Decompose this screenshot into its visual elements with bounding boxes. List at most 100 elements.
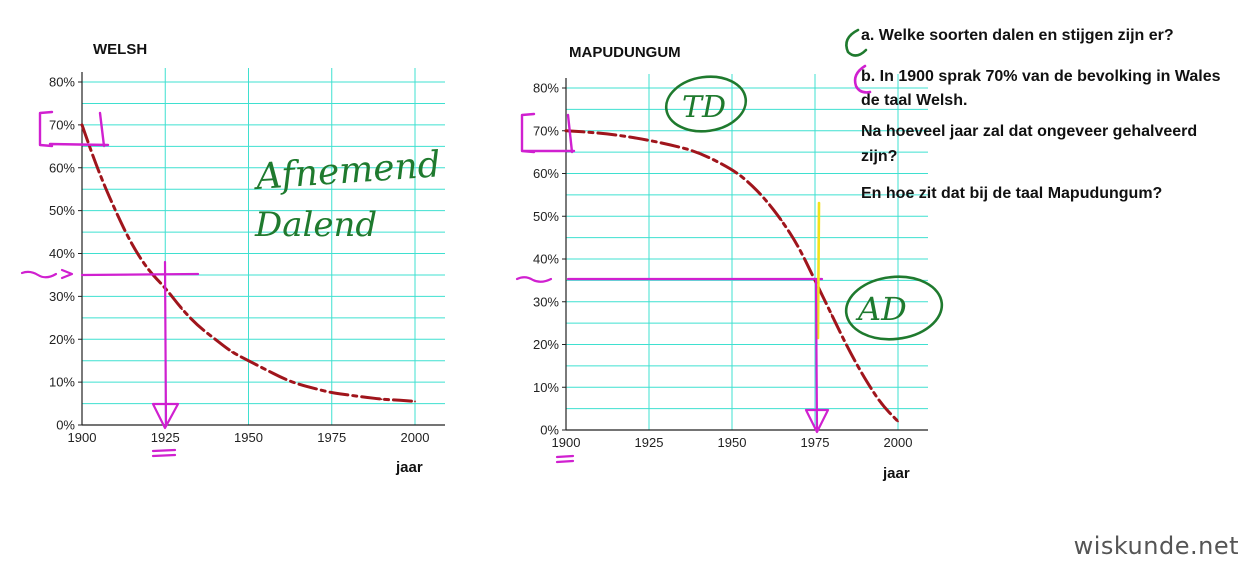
question-a-green-mark — [845, 28, 868, 57]
welsh-grid — [82, 68, 445, 425]
data-point — [880, 403, 883, 406]
mapudungum-annotations: TD AD — [515, 75, 944, 464]
welsh-half-horizontal-line — [80, 272, 200, 277]
y-tick-label: 20% — [533, 337, 559, 352]
welsh-note-afnemend: Afnemend — [252, 144, 442, 198]
data-point — [247, 359, 250, 362]
data-point — [81, 123, 83, 126]
data-point — [214, 338, 217, 341]
y-tick-label: 50% — [49, 203, 75, 218]
question-b-line-2: de taal Welsh. — [861, 92, 968, 109]
data-point — [397, 399, 400, 402]
x-tick-label: 1950 — [234, 430, 263, 445]
y-tick-label: 70% — [533, 123, 559, 138]
data-point — [364, 396, 366, 399]
x-tick-label: 1975 — [801, 435, 830, 450]
y-tick-label: 40% — [533, 252, 559, 267]
data-point — [598, 131, 601, 134]
data-point — [764, 198, 767, 201]
mapudungum-td-circle — [664, 75, 748, 133]
welsh-annotations: Afnemend Dalend — [20, 110, 442, 458]
data-point — [330, 391, 333, 394]
data-point — [114, 209, 117, 212]
data-point — [565, 129, 567, 132]
series-line — [80, 123, 417, 403]
data-point — [97, 171, 100, 173]
x-tick-label: 1900 — [68, 430, 97, 445]
welsh-1925-vertical-arrow — [151, 260, 180, 430]
y-tick-label: 80% — [49, 75, 75, 90]
y-tick-label: 30% — [49, 289, 75, 304]
question-b-magenta-mark — [853, 64, 872, 94]
x-tick-label: 1900 — [552, 435, 581, 450]
question-b-line-4: zijn? — [861, 148, 898, 165]
mapudungum-note-td: TD — [682, 90, 726, 125]
y-tick-label: 70% — [49, 117, 75, 132]
y-tick-label: 20% — [49, 332, 75, 347]
question-b-line-5: En hoe zit dat bij de taal Mapudungum? — [861, 185, 1163, 202]
mapudungum-x-axis-label: jaar — [882, 465, 910, 482]
mapudungum-x-tick-labels: 1900 1925 1950 1975 2000 — [552, 435, 913, 450]
welsh-series — [80, 123, 417, 403]
data-point — [380, 398, 383, 401]
y-tick-label: 40% — [49, 246, 75, 261]
data-point — [847, 347, 850, 350]
y-tick-label: 10% — [533, 380, 559, 395]
welsh-x-axis-label: jaar — [395, 459, 423, 476]
question-b-line-1: b. In 1900 sprak 70% van de bevolking in… — [861, 68, 1221, 85]
welsh-axes — [81, 72, 445, 426]
y-tick-label: 60% — [533, 166, 559, 181]
data-point — [697, 151, 700, 154]
data-point — [897, 420, 899, 423]
mapudungum-1975-vertical-arrow — [804, 278, 830, 434]
data-point — [797, 245, 800, 248]
welsh-half-tick-mark — [20, 268, 74, 280]
x-tick-label: 1975 — [317, 430, 346, 445]
data-point — [147, 269, 150, 272]
x-tick-label: 1925 — [635, 435, 664, 450]
question-a: a. Welke soorten dalen en stijgen zijn e… — [861, 27, 1174, 44]
question-markers — [845, 28, 872, 94]
mapudungum-grid — [566, 74, 928, 430]
data-point — [631, 136, 634, 139]
y-tick-label: 80% — [533, 81, 559, 96]
data-point — [863, 377, 866, 380]
data-point — [181, 308, 183, 311]
welsh-70-bracket — [38, 110, 110, 148]
data-point — [747, 181, 750, 183]
mapudungum-axes — [565, 78, 928, 431]
x-tick-label: 2000 — [884, 435, 913, 450]
data-point — [197, 325, 200, 328]
y-tick-label: 0% — [56, 418, 75, 433]
welsh-x-tick-labels: 1900 1925 1950 1975 2000 — [68, 430, 430, 445]
mapudungum-series — [564, 129, 900, 423]
question-b-line-3: Na hoeveel jaar zal dat ongeveer gehalve… — [861, 123, 1198, 140]
x-tick-label: 1925 — [151, 430, 180, 445]
welsh-chart: WELSH 0% 10% 20% 30% 40% 50% 60% 70% 80% 1900 192… — [49, 41, 445, 476]
mapudungum-ad-circle — [844, 275, 944, 341]
welsh-note-dalend: Dalend — [254, 205, 377, 245]
mapudungum-chart: MAPUDUNGUM 0% 10% 20% 30% 40% 50% 60% 70% 80% 19… — [533, 44, 928, 482]
data-point — [297, 383, 300, 386]
mapudungum-1900-underline — [555, 454, 575, 464]
data-point — [414, 400, 416, 403]
mapudungum-1975-yellow-marker — [816, 201, 821, 340]
data-point — [830, 313, 833, 316]
data-point — [780, 219, 783, 222]
brand-watermark: wiskunde.net — [1073, 532, 1239, 560]
x-tick-label: 2000 — [401, 430, 430, 445]
y-tick-label: 30% — [533, 294, 559, 309]
welsh-chart-title: WELSH — [93, 41, 147, 58]
y-tick-label: 50% — [533, 209, 559, 224]
mapudungum-70-bracket — [520, 112, 576, 154]
y-tick-label: 60% — [49, 160, 75, 175]
y-tick-label: 0% — [540, 423, 559, 438]
mapudungum-note-ad: AD — [855, 290, 907, 328]
data-point — [314, 387, 316, 390]
welsh-1925-underline — [151, 448, 177, 458]
data-point — [664, 142, 667, 145]
data-point — [264, 368, 267, 371]
mapudungum-half-tick-mark — [515, 276, 553, 283]
data-point — [731, 168, 733, 171]
